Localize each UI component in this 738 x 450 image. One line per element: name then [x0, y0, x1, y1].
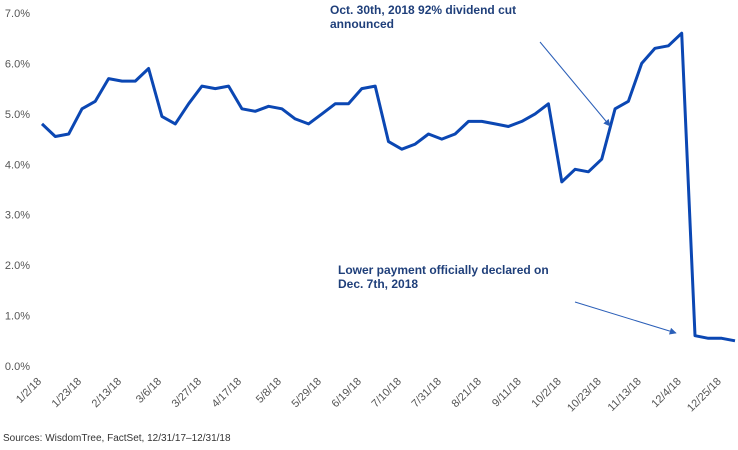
y-tick-label: 3.0% — [5, 210, 30, 222]
y-tick-label: 2.0% — [5, 260, 30, 272]
y-tick-label: 7.0% — [5, 8, 30, 20]
x-tick-label: 6/19/18 — [330, 376, 364, 410]
x-tick-label: 10/2/18 — [529, 376, 563, 410]
x-tick-label: 7/10/18 — [370, 376, 404, 410]
annotation-arrow — [574, 301, 677, 335]
x-tick-label: 5/29/18 — [290, 376, 324, 410]
y-tick-label: 4.0% — [5, 159, 30, 171]
x-tick-label: 8/21/18 — [449, 376, 483, 410]
x-tick-label: 9/11/18 — [490, 376, 524, 410]
x-tick-label: 4/17/18 — [210, 376, 244, 410]
y-tick-label: 1.0% — [5, 311, 30, 323]
x-tick-label: 11/13/18 — [606, 376, 644, 414]
y-tick-label: 5.0% — [5, 109, 30, 121]
x-tick-label: 10/23/18 — [565, 376, 604, 415]
annotation-arrow — [539, 41, 611, 127]
x-tick-label: 12/4/18 — [649, 376, 683, 410]
x-tick-label: 5/8/18 — [254, 376, 284, 406]
y-tick-label: 6.0% — [5, 58, 30, 70]
annotation: Dec. 7th, 2018 — [338, 277, 418, 291]
annotation: announced — [330, 17, 394, 31]
line-series — [40, 31, 736, 343]
annotation: Lower payment officially declared on — [338, 263, 549, 277]
annotation: Oct. 30th, 2018 92% dividend cut — [330, 3, 516, 17]
x-tick-label: 1/23/18 — [50, 376, 84, 410]
x-tick-label: 7/31/18 — [409, 376, 443, 410]
x-tick-label: 12/25/18 — [685, 376, 724, 415]
source-note: Sources: WisdomTree, FactSet, 12/31/17–1… — [3, 433, 231, 444]
y-tick-label: 0.0% — [5, 361, 30, 373]
x-tick-label: 3/6/18 — [134, 376, 164, 406]
x-tick-label: 1/2/18 — [14, 376, 44, 406]
x-tick-label: 2/13/18 — [90, 376, 124, 410]
x-tick-label: 3/27/18 — [170, 376, 204, 410]
